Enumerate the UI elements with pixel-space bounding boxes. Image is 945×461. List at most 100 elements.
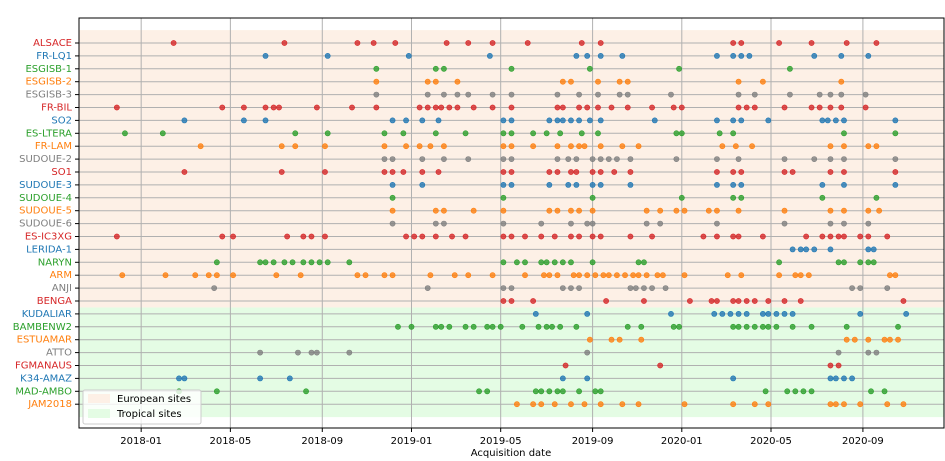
point [827, 207, 834, 214]
point [714, 53, 720, 59]
point [641, 285, 647, 291]
point [841, 233, 847, 240]
point [865, 143, 872, 150]
point [808, 323, 815, 330]
point [751, 104, 758, 111]
y-tick-label: SUDOUE-6 [19, 219, 72, 230]
point [119, 272, 126, 279]
point [362, 272, 369, 279]
point [211, 285, 218, 291]
point [424, 91, 431, 98]
point [546, 181, 553, 188]
point [270, 259, 277, 266]
point [438, 104, 445, 111]
point [554, 117, 561, 124]
point [500, 194, 507, 201]
point [568, 285, 574, 291]
point [543, 130, 550, 137]
point [673, 207, 680, 214]
point [573, 181, 580, 188]
point [300, 259, 307, 266]
point [489, 104, 496, 111]
point [797, 298, 804, 304]
point [197, 143, 204, 150]
point [589, 181, 596, 188]
point [313, 104, 320, 111]
point [603, 298, 610, 304]
point [170, 40, 177, 46]
point [573, 323, 580, 330]
point [257, 375, 264, 382]
point [892, 130, 899, 137]
point [597, 40, 604, 46]
point [789, 169, 796, 175]
point [819, 233, 826, 240]
point [838, 53, 845, 59]
point [432, 78, 439, 85]
point [668, 91, 674, 98]
point [838, 91, 845, 98]
point [627, 233, 634, 240]
point [808, 388, 815, 395]
point [441, 91, 447, 98]
point [730, 375, 737, 382]
point [595, 91, 601, 98]
point [651, 117, 658, 124]
point [711, 310, 718, 317]
point [205, 272, 212, 279]
point [381, 143, 388, 150]
point [389, 207, 396, 214]
point [530, 298, 537, 304]
point [568, 117, 574, 124]
point [403, 233, 409, 240]
point [678, 130, 685, 137]
point [538, 259, 545, 266]
point [719, 143, 726, 150]
point [676, 65, 682, 72]
point [797, 246, 804, 253]
point [500, 143, 507, 150]
point [624, 78, 631, 85]
point [838, 78, 845, 85]
point [681, 207, 688, 214]
point [792, 388, 799, 395]
point [808, 40, 815, 46]
point [476, 388, 482, 395]
point [714, 298, 720, 304]
point [500, 169, 507, 175]
legend-swatch [88, 409, 110, 418]
point [884, 401, 891, 408]
point [284, 233, 291, 240]
point [781, 156, 788, 162]
point [657, 207, 664, 214]
point [559, 375, 566, 382]
point [738, 194, 745, 201]
point [411, 233, 418, 240]
point [619, 401, 626, 408]
y-tick-label: ES-IC3XG [25, 232, 72, 243]
point [514, 259, 520, 266]
point [522, 233, 528, 240]
point [570, 272, 577, 279]
point [873, 194, 880, 201]
point [441, 207, 447, 214]
point [541, 272, 547, 279]
x-tick-label: 2018-05 [209, 436, 251, 447]
point [292, 143, 299, 150]
point [827, 143, 834, 150]
point [370, 40, 377, 46]
point [419, 156, 426, 162]
point [808, 104, 815, 111]
point [538, 388, 545, 395]
point [592, 272, 599, 279]
point [624, 104, 631, 111]
point [586, 336, 593, 343]
point [865, 53, 872, 59]
point [638, 336, 645, 343]
point [295, 349, 301, 356]
point [508, 91, 515, 98]
point [508, 285, 515, 291]
point [589, 169, 596, 175]
point [559, 117, 566, 124]
point [349, 104, 355, 111]
